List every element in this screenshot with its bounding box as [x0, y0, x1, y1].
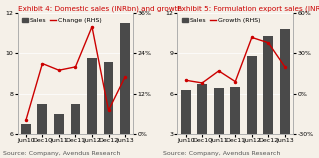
Bar	[214, 88, 224, 158]
Bar	[21, 124, 31, 158]
Text: Exhibit 4: Domestic sales (INRbn) and growth: Exhibit 4: Domestic sales (INRbn) and gr…	[18, 6, 182, 12]
Bar	[104, 61, 114, 158]
Bar	[37, 104, 47, 158]
Bar	[197, 84, 207, 158]
Bar	[54, 114, 64, 158]
Bar	[120, 23, 130, 158]
Text: Source: Company, Avendus Research: Source: Company, Avendus Research	[3, 151, 121, 156]
Legend: Sales, Growth (RHS): Sales, Growth (RHS)	[181, 16, 262, 24]
Bar	[70, 104, 80, 158]
Bar	[280, 29, 290, 158]
Text: Source: Company, Avendus Research: Source: Company, Avendus Research	[163, 151, 280, 156]
Bar	[263, 36, 273, 158]
Bar	[230, 87, 240, 158]
Bar	[247, 56, 257, 158]
Bar	[87, 58, 97, 158]
Text: Exhibit 5: Formulation export sales (INRbn) and growth: Exhibit 5: Formulation export sales (INR…	[177, 6, 319, 12]
Bar	[181, 90, 191, 158]
Legend: Sales, Change (RHS): Sales, Change (RHS)	[21, 16, 103, 24]
